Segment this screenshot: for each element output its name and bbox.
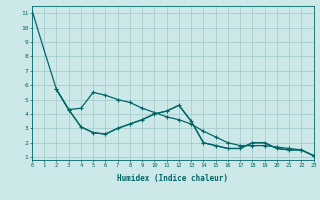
X-axis label: Humidex (Indice chaleur): Humidex (Indice chaleur) <box>117 174 228 183</box>
